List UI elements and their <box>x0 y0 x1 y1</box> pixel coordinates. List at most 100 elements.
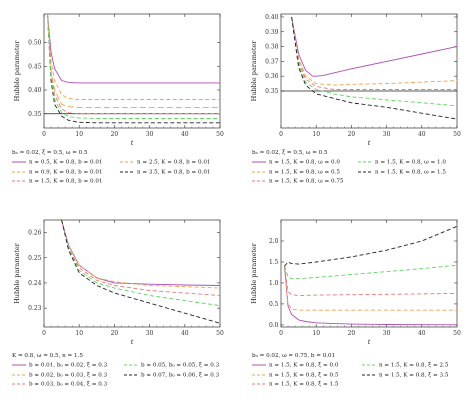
legend-swatch <box>12 374 26 375</box>
legend-title-3: K = 0.8, ω = 0.5, n = 1.5 <box>12 353 83 359</box>
x-tick-label: 10 <box>75 131 83 138</box>
legend-label: n = 1.5, K = 0.8, ξ = 1.5 <box>269 381 339 388</box>
series-line-3 <box>61 220 220 296</box>
legend-label: b = 0.02, b₀ = 0.03, ξ = 0.3 <box>29 372 108 378</box>
legend-entry: b = 0.03, b₀ = 0.04, ξ = 0.3 <box>12 381 107 389</box>
legend-swatch <box>252 180 266 182</box>
y-tick-label: 0.5 <box>269 301 279 308</box>
legend-entry: n = 1.5, K = 0.8, ξ = 0.5 <box>252 372 338 380</box>
series-line-5 <box>47 14 220 115</box>
y-tick-label: 0.0 <box>269 322 279 329</box>
series-line-1 <box>47 14 220 84</box>
y-axis-label: Hubble parameter <box>13 40 21 102</box>
y-tick-label: 0.35 <box>265 88 279 95</box>
x-tick-label: 10 <box>75 330 83 337</box>
legend-entry: n = 3.5, K = 0.8, b = 0.01 <box>120 169 210 177</box>
legend-title-4: b₀ = 0.02, ω = 0.75, b = 0.01 <box>252 353 336 359</box>
legend-label: n = 1.5, K = 0.8, ω = 1.5 <box>375 169 446 175</box>
legend-label: n = 1.5, K = 0.8, ξ = 0.0 <box>269 362 339 369</box>
x-axis-label: t <box>368 338 371 346</box>
legend-entry: b = 0.05, b₀ = 0.05, ξ = 0.3 <box>124 362 219 370</box>
legend-entry: n = 1.5, K = 0.8, ξ = 1.5 <box>252 381 338 389</box>
legend-entry: n = 2.5, K = 0.8, b = 0.01 <box>120 159 210 167</box>
series-line-4 <box>284 264 457 280</box>
x-tick-label: 0 <box>279 131 283 138</box>
legend-swatch <box>12 180 26 182</box>
legend-swatch <box>12 171 26 172</box>
legend-entry: n = 1.5, K = 0.8, ω = 0.0 <box>252 159 340 167</box>
series-line-6 <box>47 14 220 119</box>
x-tick-label: 50 <box>453 131 461 138</box>
legend-label: n = 0.9, K = 0.8, b = 0.01 <box>29 169 103 175</box>
y-tick-label: 0.26 <box>28 230 42 237</box>
series-line-3 <box>284 266 457 296</box>
series-line-1 <box>284 266 457 326</box>
x-tick-label: 20 <box>111 131 119 138</box>
x-tick-label: 20 <box>348 330 356 337</box>
legend-entry: n = 1.5, K = 0.8, ω = 1.5 <box>358 169 446 177</box>
legend-label: n = 1.5, K = 0.8, ω = 0.0 <box>269 159 340 166</box>
x-tick-label: 0 <box>42 131 46 138</box>
chart-panel-3: 0 10 20 30 40 50 0.23 0.24 0.25 0.26 t Hubble param… <box>13 219 224 346</box>
legend-label: b = 0.01, b₀ = 0.02, ξ = 0.3 <box>29 362 108 369</box>
legend-swatch <box>120 161 134 163</box>
series-line-4 <box>61 220 220 307</box>
legend-entry: n = 1.5, K = 0.8, ξ = 2.5 <box>362 362 448 370</box>
x-tick-label: 30 <box>383 330 391 337</box>
series-line-3 <box>47 14 220 109</box>
legend-swatch <box>12 364 26 366</box>
legend-entry: b = 0.02, b₀ = 0.03, ξ = 0.3 <box>12 372 107 380</box>
y-tick-label: 1.0 <box>269 280 279 287</box>
y-tick-label: 0.38 <box>265 44 279 51</box>
legend-swatch <box>362 364 376 366</box>
legend-label: b = 0.05, b₀ = 0.05, ξ = 0.3 <box>141 362 220 369</box>
plot-frame <box>43 219 221 328</box>
x-tick-label: 40 <box>181 131 189 138</box>
legend-entry: n = 1.5, K = 0.8, ω = 0.5 <box>252 169 340 177</box>
y-tick-label: 0.25 <box>28 255 42 262</box>
plot-frame <box>280 219 458 328</box>
legend-title-1: b₀ = 0.02, ξ = 0.5, ω = 0.5 <box>12 150 88 156</box>
legend-label: n = 1.5, K = 0.8, b = 0.01 <box>29 178 103 185</box>
legend-label: b = 0.03, b₀ = 0.04, ξ = 0.3 <box>29 381 108 388</box>
y-tick-label: 2.0 <box>269 238 279 245</box>
series-line-5 <box>291 16 457 120</box>
legend-label: n = 1.5, K = 0.8, ξ = 0.5 <box>269 372 339 378</box>
x-tick-label: 40 <box>418 131 426 138</box>
y-tick-label: 0.40 <box>265 14 279 21</box>
legend-label: n = 1.5, K = 0.8, ω = 0.75 <box>269 178 344 185</box>
series-line-2 <box>61 220 220 289</box>
x-tick-label: 50 <box>216 131 224 138</box>
series-line-1 <box>291 16 457 77</box>
y-axis-label: Hubble parameter <box>250 242 258 304</box>
legend-entry: n = 1.5, K = 0.8, ξ = 3.5 <box>362 372 448 380</box>
series-line-2 <box>291 16 457 86</box>
legend-entry: n = 0.9, K = 0.8, b = 0.01 <box>12 169 102 177</box>
y-axis-label: Hubble parameter <box>13 242 21 304</box>
series-line-5 <box>61 220 220 324</box>
legend-entry: n = 0.5, K = 0.8, b = 0.01 <box>12 159 102 167</box>
x-tick-label: 50 <box>216 330 224 337</box>
legend-swatch <box>252 161 266 163</box>
series-line-2 <box>47 14 220 100</box>
x-tick-label: 10 <box>312 131 320 138</box>
legend-label: n = 2.5, K = 0.8, b = 0.01 <box>137 159 211 166</box>
legend-label: n = 1.5, K = 0.8, ξ = 3.5 <box>379 372 449 378</box>
legend-label: n = 3.5, K = 0.8, b = 0.01 <box>137 169 211 175</box>
legend-swatch <box>12 383 26 385</box>
series-line-5 <box>284 225 457 267</box>
series-line-1 <box>61 220 220 286</box>
x-tick-label: 30 <box>146 131 154 138</box>
chart-panel-4: 0 10 20 30 40 50 0.0 0.5 1.0 1.5 2.0 t Hubble parame… <box>250 219 461 346</box>
y-tick-label: 0.40 <box>28 87 42 94</box>
y-axis-label: Hubble parameter <box>250 40 258 102</box>
y-tick-label: 0.35 <box>28 111 42 118</box>
x-tick-label: 0 <box>42 330 46 337</box>
legend-swatch <box>12 161 26 163</box>
legend-label: n = 0.5, K = 0.8, b = 0.01 <box>29 159 103 166</box>
legend-label: b = 0.07, b₀ = 0.06, ξ = 0.3 <box>141 372 220 378</box>
legend-title-2: b₀ = 0.02, ξ = 0.5, ω = 0.5 <box>252 150 328 156</box>
y-tick-label: 0.24 <box>28 280 42 287</box>
legend-swatch <box>124 364 138 366</box>
